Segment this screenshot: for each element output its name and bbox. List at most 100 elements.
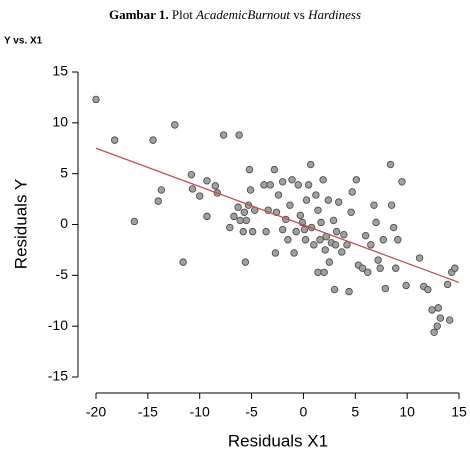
x-tick-label: 15 — [451, 404, 467, 420]
point — [294, 181, 302, 189]
point — [325, 258, 334, 266]
point — [306, 160, 315, 169]
point — [270, 165, 279, 174]
point — [296, 211, 305, 220]
point — [320, 268, 328, 276]
point — [241, 258, 250, 266]
point — [284, 236, 292, 244]
point — [434, 304, 442, 312]
point — [332, 227, 341, 236]
point — [316, 236, 324, 244]
y-tick-label: -15 — [48, 368, 68, 384]
point — [226, 223, 234, 232]
figure-label: Gambar 1. — [109, 7, 169, 22]
x-tick-label: -20 — [86, 404, 106, 420]
point — [130, 217, 139, 226]
point — [248, 227, 257, 236]
point — [398, 178, 406, 186]
point — [330, 285, 339, 294]
point — [300, 225, 309, 234]
point — [286, 201, 294, 209]
point — [321, 246, 329, 254]
point — [240, 208, 249, 216]
y-tick-label: 5 — [60, 164, 68, 180]
x-axis-label: Residuals X1 — [228, 431, 328, 450]
point — [376, 264, 384, 272]
point — [433, 322, 441, 330]
x-tick-label: 0 — [300, 404, 308, 420]
point — [271, 249, 280, 257]
point — [314, 206, 322, 214]
point — [329, 216, 338, 225]
point — [288, 176, 296, 184]
point — [188, 185, 197, 193]
point — [239, 227, 247, 236]
point — [187, 170, 196, 179]
point — [154, 197, 162, 205]
point — [430, 328, 438, 336]
point — [292, 227, 300, 236]
x-tick-label: -5 — [245, 404, 258, 420]
point — [179, 258, 187, 266]
point — [389, 223, 398, 232]
point — [246, 186, 255, 194]
title-connector: vs — [293, 7, 305, 22]
point — [352, 176, 361, 184]
x-tick-label: -10 — [190, 404, 210, 420]
point — [92, 95, 100, 104]
title-x-var: Hardiness — [307, 7, 361, 22]
point — [149, 136, 157, 144]
point — [387, 201, 396, 209]
point — [428, 306, 436, 314]
point — [402, 281, 410, 290]
point — [394, 236, 402, 244]
point — [379, 236, 387, 244]
y-tick-label: -10 — [48, 317, 68, 333]
y-tick-label: -5 — [56, 266, 69, 282]
point — [301, 236, 310, 244]
point — [260, 181, 268, 189]
point — [171, 121, 179, 129]
point — [361, 231, 370, 240]
point — [319, 176, 327, 184]
point — [314, 268, 322, 276]
title-text: Plot — [172, 7, 193, 22]
point — [196, 192, 204, 200]
point — [290, 249, 298, 257]
point — [324, 196, 333, 204]
point — [367, 241, 375, 249]
point — [219, 131, 228, 139]
point — [235, 131, 243, 139]
y-tick-label: 15 — [52, 63, 68, 79]
point — [310, 241, 318, 249]
point — [312, 191, 320, 199]
point — [392, 264, 400, 272]
point — [347, 208, 355, 216]
point — [278, 225, 287, 234]
point — [374, 256, 382, 264]
point — [304, 181, 313, 189]
point — [278, 178, 287, 186]
point — [372, 218, 380, 227]
point — [157, 186, 166, 194]
x-tick-label: 10 — [399, 404, 415, 420]
point — [242, 216, 251, 225]
y-axis-label: Residuals Y — [11, 179, 30, 269]
point — [230, 212, 238, 221]
point — [443, 280, 452, 289]
point — [338, 248, 346, 256]
y-tick-label: 10 — [52, 114, 68, 130]
point — [262, 227, 270, 236]
point — [302, 196, 311, 204]
point — [386, 160, 395, 169]
x-tick-label: 5 — [351, 404, 359, 420]
point — [331, 241, 340, 249]
point — [234, 203, 242, 211]
x-tick-label: -15 — [138, 404, 158, 420]
point — [340, 230, 348, 239]
point — [110, 136, 119, 144]
point — [345, 287, 353, 296]
point — [236, 216, 244, 225]
point — [415, 254, 424, 262]
point — [317, 218, 325, 227]
